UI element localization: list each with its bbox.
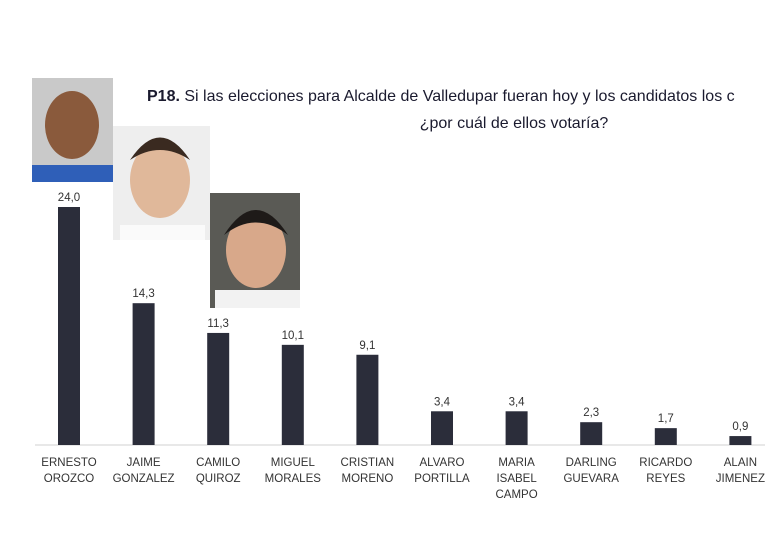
bar	[729, 436, 752, 445]
value-label: 9,1	[359, 340, 375, 352]
bar	[207, 332, 230, 445]
value-label: 1,7	[658, 413, 674, 425]
photo	[32, 78, 113, 182]
value-label: 3,4	[509, 396, 526, 408]
chart-subtitle: ¿por cuál de ellos votaría?	[419, 115, 609, 132]
bar	[356, 354, 379, 445]
x-tick-label: CAMILO QUIROZ	[195, 457, 241, 485]
value-label: 24,0	[58, 192, 80, 204]
x-tick-label: MARIA ISABEL CAMPO	[495, 457, 538, 501]
chart-title: P18. Si las elecciones para Alcalde de V…	[147, 88, 735, 106]
value-label: 3,4	[434, 396, 451, 408]
x-tick-label: ALVARO PORTILLA	[414, 457, 470, 485]
x-tick-label: DARLING GUEVARA	[563, 457, 619, 485]
x-tick-label: ERNESTO OROZCO	[41, 457, 97, 485]
bar	[132, 303, 155, 445]
photo	[113, 126, 210, 240]
bar	[580, 422, 603, 445]
x-tick-label: CRISTIAN MORENO	[340, 457, 395, 485]
photo	[210, 193, 300, 308]
bar	[654, 428, 677, 445]
value-label: 14,3	[132, 288, 154, 300]
value-label: 0,9	[732, 421, 748, 433]
bar	[281, 344, 304, 445]
x-tick-label: ALAIN JIMENEZ	[715, 457, 765, 485]
question-number: P18.	[147, 88, 180, 105]
x-tick-label: JAIME GONZALEZ	[112, 457, 175, 485]
bar	[505, 411, 528, 445]
value-label: 2,3	[583, 407, 599, 419]
title-text: Si las elecciones para Alcalde de Valled…	[184, 88, 735, 105]
bar	[431, 411, 453, 445]
x-tick-label: RICARDO REYES	[639, 457, 693, 485]
value-label: 10,1	[282, 330, 304, 342]
bar	[58, 207, 80, 445]
value-label: 11,3	[207, 318, 229, 330]
x-tick-label: MIGUEL MORALES	[264, 457, 321, 485]
